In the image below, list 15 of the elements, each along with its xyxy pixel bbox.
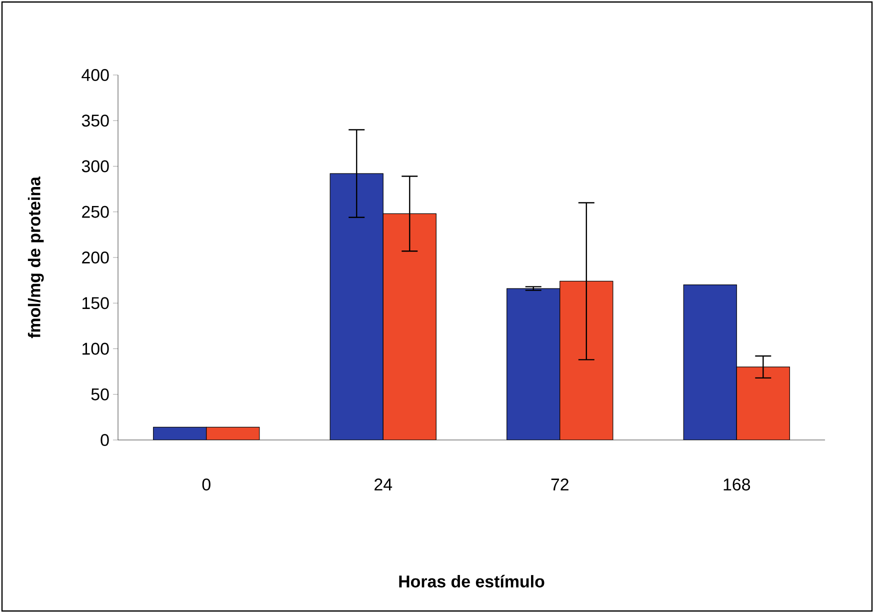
y-tick-label: 350	[82, 114, 109, 127]
y-tick-label: 300	[82, 160, 109, 172]
x-axis-title: Horas de estímulo	[399, 574, 544, 588]
y-tick-label: 0	[100, 434, 109, 446]
y-tick-label: 400	[82, 68, 109, 81]
y-tick-label: 250	[82, 206, 109, 218]
x-tick-label: 24	[374, 478, 392, 490]
y-tick-label: 100	[82, 342, 109, 355]
y-tick-label: 150	[82, 297, 109, 310]
y-tick-label: 50	[91, 388, 109, 400]
x-tick-label: 168	[724, 478, 750, 491]
y-axis-title: fmol/mg de proteina	[28, 176, 44, 338]
x-tick-label: 72	[551, 478, 568, 490]
y-tick-label: 200	[82, 251, 109, 264]
x-tick-label: 0	[202, 478, 210, 491]
